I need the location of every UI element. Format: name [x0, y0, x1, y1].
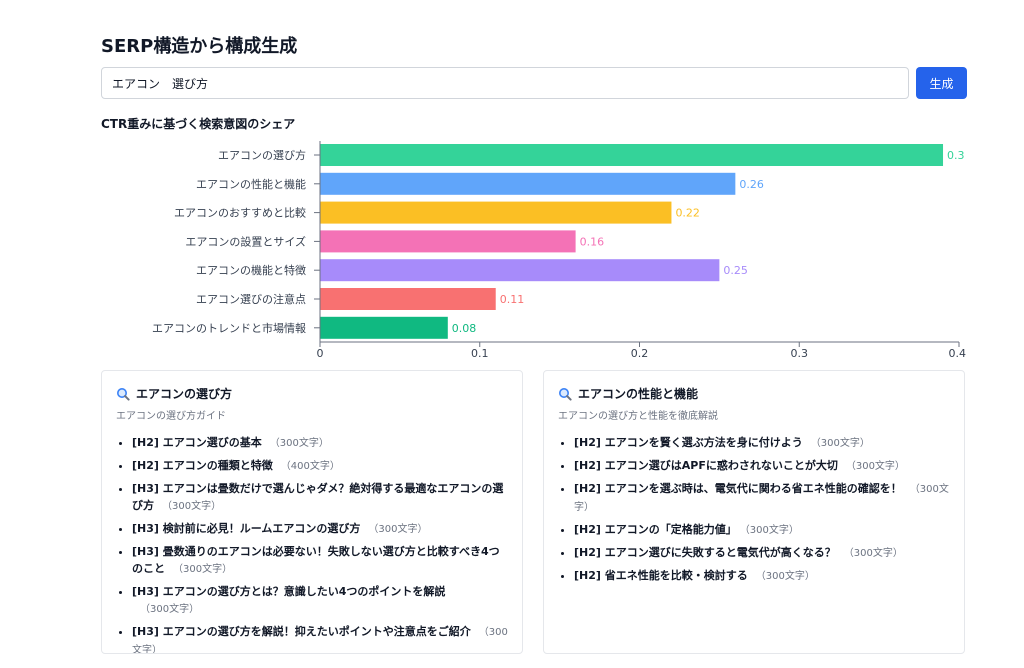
heading-text: [H2] エアコン選びはAPFに惑わされないことが大切: [574, 459, 838, 472]
category-label: エアコンの選び方: [218, 148, 306, 162]
value-label: 0.16: [580, 235, 605, 248]
x-tick-label: 0.3: [791, 347, 809, 360]
char-count: （300文字）: [810, 438, 870, 449]
category-label: エアコンの性能と機能: [196, 177, 306, 191]
card-title: エアコンの選び方: [136, 387, 233, 401]
bar: [320, 259, 720, 282]
magnifier-icon: [559, 387, 572, 401]
heading-list: [H2] エアコン選びの基本 （300文字） [H2] エアコンの種類と特徴 （400…: [116, 434, 508, 654]
value-label: 0.22: [675, 207, 700, 220]
heading-list-item: [H2] エアコン選びの基本 （300文字）: [132, 434, 508, 452]
x-tick-label: 0.2: [631, 347, 649, 360]
magnifier-icon: [117, 387, 130, 401]
char-count: （300文字）: [140, 604, 200, 615]
heading-list-item: [H3] 畳数通りのエアコンは必要ない！失敗しない選び方と比較すべき4つのこと（…: [132, 543, 508, 578]
x-tick-label: 0.4: [949, 347, 967, 360]
x-tick-label: 0.1: [471, 347, 489, 360]
category-label: エアコンのトレンドと市場情報: [152, 321, 306, 335]
heading-text: [H3] エアコンは畳数だけで選んじゃダメ？絶対得する最適なエアコンの選び方: [132, 482, 504, 512]
category-label: エアコンのおすすめと比較: [174, 206, 306, 220]
card-subtitle: エアコンの選び方ガイド: [116, 411, 226, 422]
heading-text: [H3] 検討前に必見！ルームエアコンの選び方: [132, 522, 361, 535]
heading-list-item: [H2] 省エネ性能を比較・検討する （300文字）: [574, 567, 950, 585]
value-label: 0.11: [500, 293, 524, 306]
intent-card-1: エアコンの性能と機能 エアコンの選び方と性能を徹底解説 [H2] エアコンを賢く…: [543, 370, 965, 654]
value-label: 0.08: [452, 322, 477, 335]
intent-card-0: エアコンの選び方 エアコンの選び方ガイド [H2] エアコン選びの基本 （300文…: [101, 370, 523, 654]
bar: [320, 230, 576, 253]
chart-title: CTR重みに基づく検索意図のシェア: [101, 117, 296, 131]
heading-text: [H3] 畳数通りのエアコンは必要ない！失敗しない選び方と比較すべき4つのこと: [132, 545, 500, 575]
intent-share-bar-chart: エアコンの選び方 0.3 エアコンの性能と機能 0.26 エアコンのおすすめと比較 0.2…: [152, 141, 967, 360]
heading-text: [H2] エアコンを賢く選ぶ方法を身に付けよう: [574, 436, 803, 449]
heading-text: [H3] エアコンの選び方を解説！抑えたいポイントや注意点をご紹介: [132, 625, 471, 638]
char-count: （300文字）: [269, 438, 329, 449]
search-input[interactable]: [101, 67, 909, 99]
char-count: （300文字）: [132, 627, 508, 654]
bar: [320, 288, 496, 310]
char-count: （300文字）: [845, 461, 905, 472]
heading-text: [H2] エアコンの種類と特徴: [132, 459, 273, 472]
bar: [320, 144, 944, 166]
card-title: エアコンの性能と機能: [578, 387, 699, 401]
heading-text: [H3] エアコンの選び方とは？意識したい4つのポイントを解説: [132, 585, 446, 598]
char-count: （300文字）: [574, 484, 949, 513]
bar: [320, 172, 736, 195]
char-count: （300文字）: [173, 564, 233, 575]
heading-list-item: [H2] エアコンの種類と特徴 （400文字）: [132, 457, 508, 475]
category-label: エアコンの設置とサイズ: [185, 234, 306, 248]
heading-text: [H2] エアコンを選ぶ時は、電気代に関わる省エネ性能の確認を！: [574, 482, 902, 495]
page-title: SERP構造から構成生成: [101, 36, 298, 57]
heading-list-item: [H2] エアコン選びに失敗すると電気代が高くなる？ （300文字）: [574, 544, 950, 562]
char-count: （400文字）: [280, 461, 340, 472]
heading-list-item: [H2] エアコン選びはAPFに惑わされないことが大切 （300文字）: [574, 457, 950, 475]
generate-button[interactable]: 生成: [916, 67, 967, 99]
heading-list-item: [H2] エアコンを賢く選ぶ方法を身に付けよう （300文字）: [574, 434, 950, 452]
char-count: （300文字）: [162, 501, 222, 512]
value-label: 0.25: [723, 264, 748, 277]
heading-list-item: [H3] エアコンは畳数だけで選んじゃダメ？絶対得する最適なエアコンの選び方（3…: [132, 480, 508, 515]
bar: [320, 201, 672, 224]
heading-text: [H2] エアコン選びの基本: [132, 436, 262, 449]
value-label: 0.26: [739, 178, 764, 191]
card-subtitle: エアコンの選び方と性能を徹底解説: [558, 411, 718, 422]
heading-list-item: [H3] エアコンの選び方を解説！抑えたいポイントや注意点をご紹介（300文字）: [132, 623, 508, 654]
heading-text: [H2] エアコン選びに失敗すると電気代が高くなる？: [574, 546, 836, 559]
char-count: （300文字）: [744, 525, 799, 536]
heading-list-item: [H2] エアコンを選ぶ時は、電気代に関わる省エネ性能の確認を！（300文字）: [574, 480, 950, 516]
char-count: （300文字）: [368, 524, 428, 535]
category-label: エアコン選びの注意点: [196, 292, 306, 306]
char-count: （300文字）: [755, 571, 815, 582]
heading-list: [H2] エアコンを賢く選ぶ方法を身に付けよう（300文字）[H2] エアコン選…: [558, 434, 950, 585]
heading-text: [H2] エアコンの「定格能力値」: [574, 523, 737, 536]
heading-text: [H2] 省エネ性能を比較・検討する: [574, 569, 748, 582]
value-label: 0.3: [947, 149, 965, 162]
char-count: （300文字）: [843, 548, 903, 559]
heading-list-item: [H3] 検討前に必見！ルームエアコンの選び方 （300文字）: [132, 520, 508, 538]
heading-list-item: [H2] エアコンの「定格能力値」 （300文字）: [574, 521, 950, 539]
heading-list-item: [H3] エアコンの選び方とは？意識したい4つのポイントを解説 （300文字）: [132, 583, 508, 618]
bar: [320, 316, 448, 339]
x-tick-label: 0: [317, 347, 324, 360]
category-label: エアコンの機能と特徴: [196, 263, 306, 277]
